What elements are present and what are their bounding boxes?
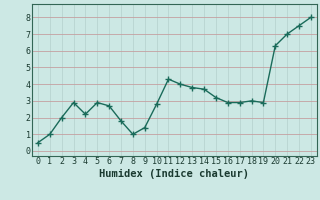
X-axis label: Humidex (Indice chaleur): Humidex (Indice chaleur) bbox=[100, 169, 249, 179]
